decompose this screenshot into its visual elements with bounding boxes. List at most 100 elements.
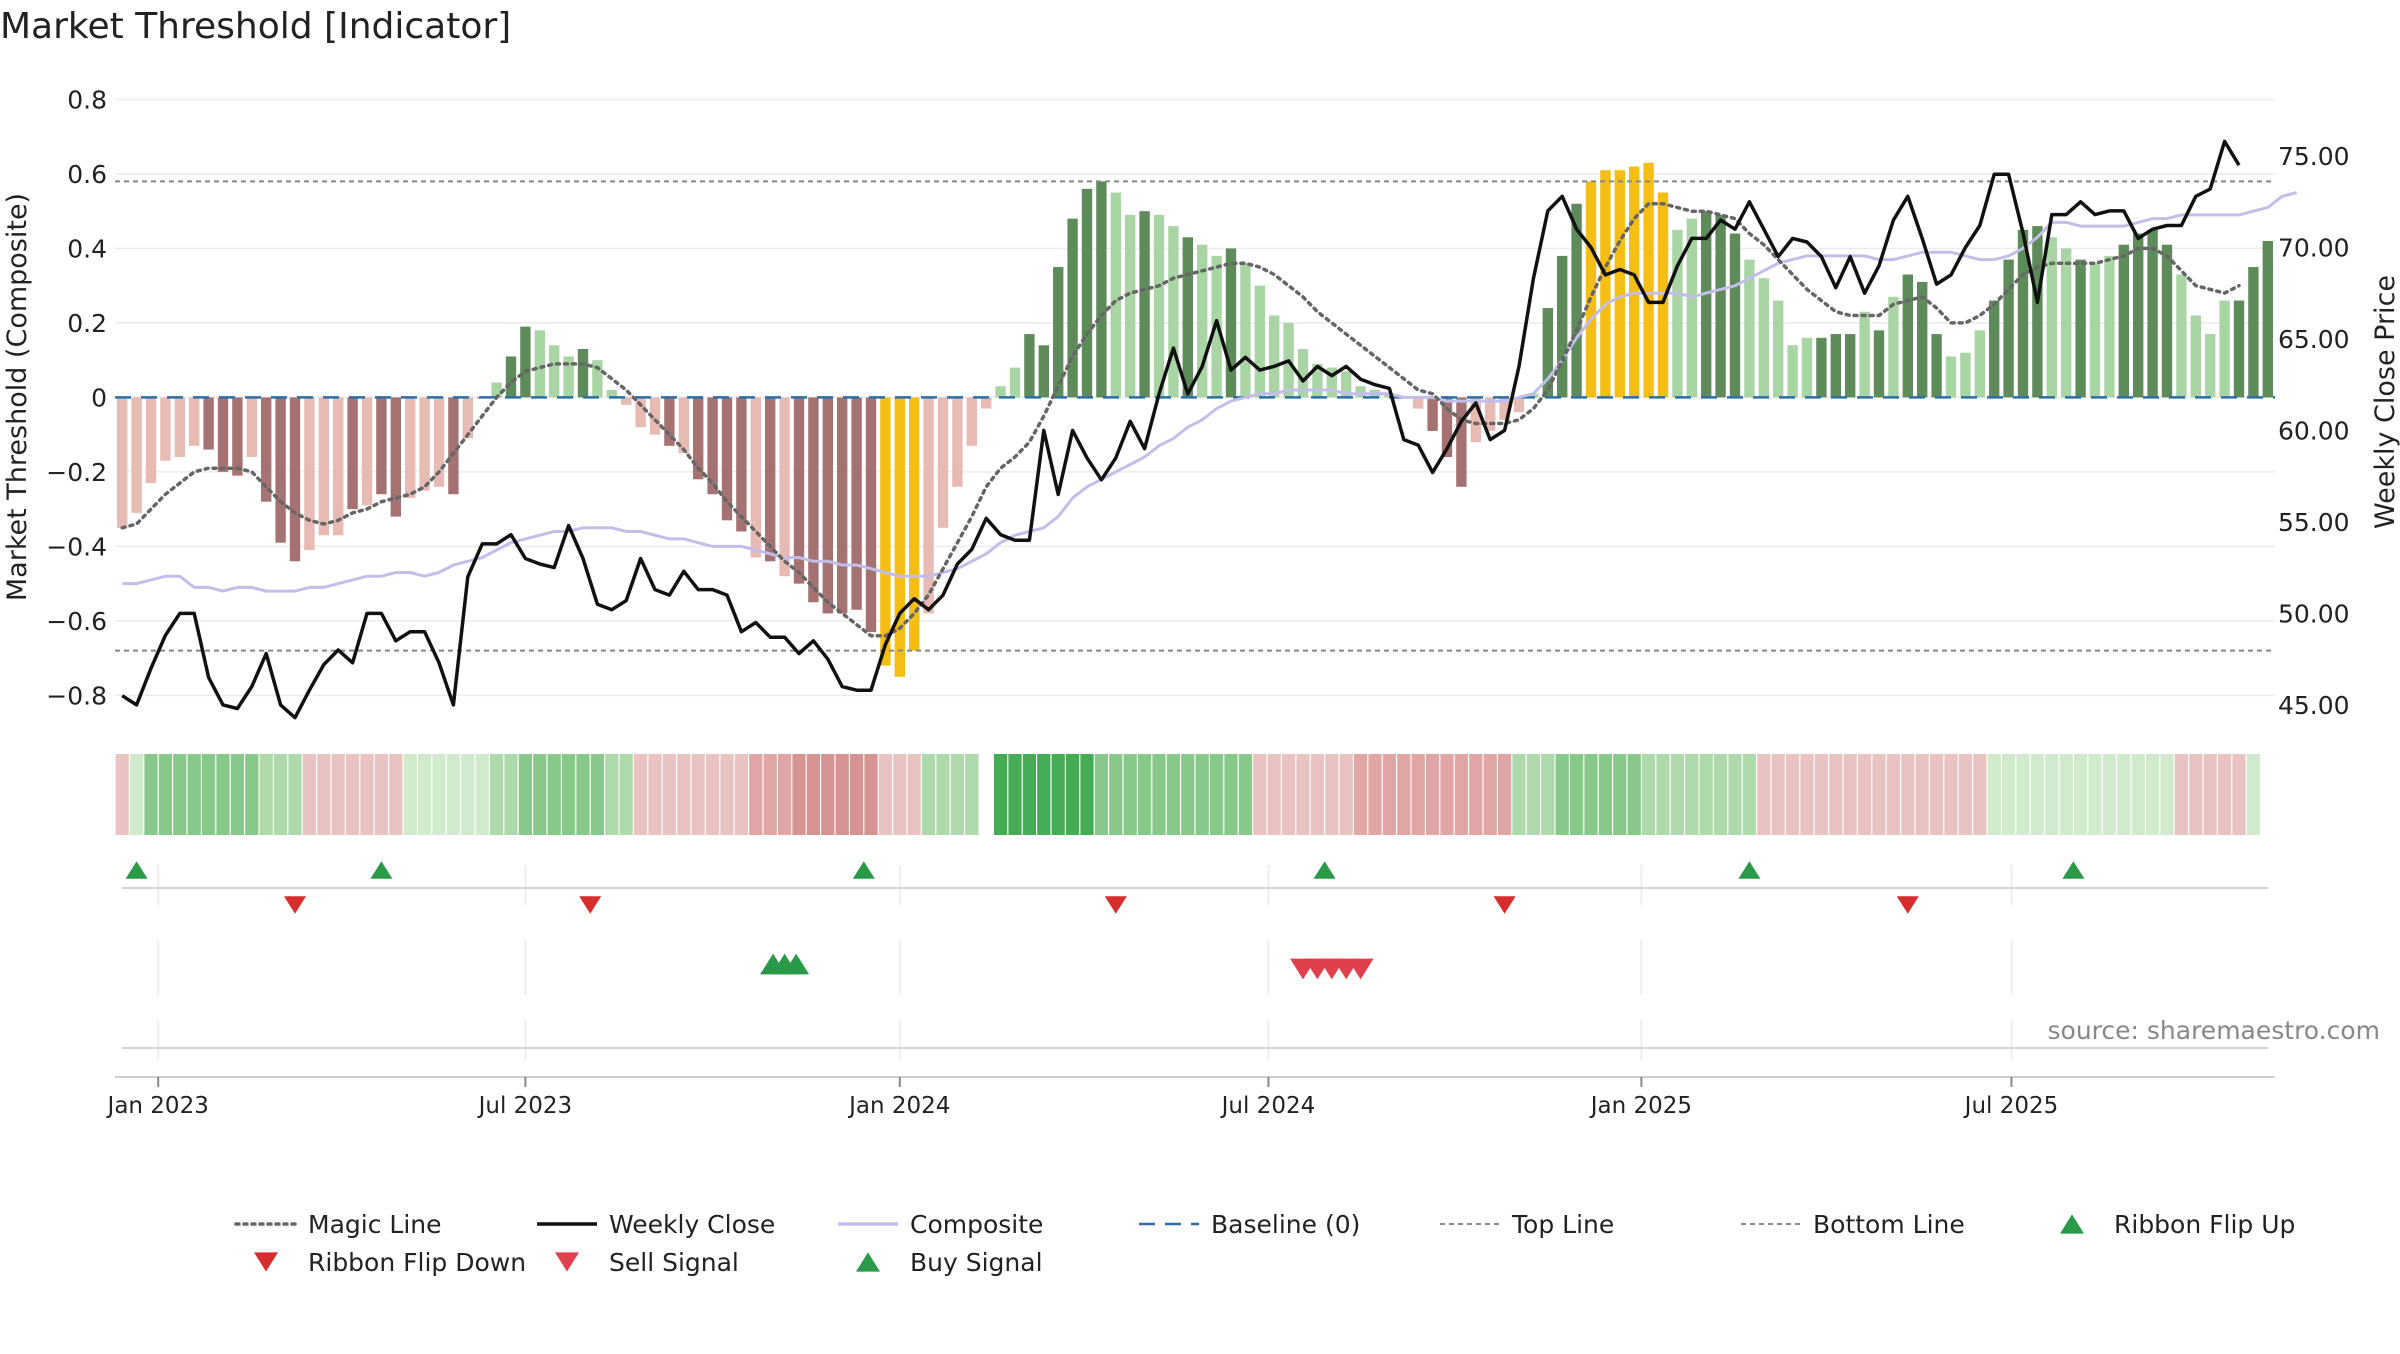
ribbon-cell xyxy=(1296,754,1310,835)
legend-label: Bottom Line xyxy=(1813,1210,1965,1239)
ribbon-cell xyxy=(979,754,993,835)
ribbon-flip-down-marker xyxy=(1896,896,1919,914)
ribbon-cell xyxy=(1008,754,1022,835)
composite-bar xyxy=(664,397,675,446)
ribbon-cell xyxy=(1224,754,1238,835)
legend-label: Sell Signal xyxy=(609,1248,739,1277)
legend-swatch xyxy=(555,1252,579,1272)
composite-bar xyxy=(2089,263,2101,398)
ribbon-cell xyxy=(605,754,619,835)
y2-tick-label: 65.00 xyxy=(2278,325,2350,354)
ribbon-cell xyxy=(1670,754,1685,835)
composite-bar xyxy=(837,397,848,614)
x-tick-label: Jan 2025 xyxy=(1589,1093,1692,1119)
ribbon-cell xyxy=(936,754,950,835)
ribbon-cell xyxy=(1411,754,1425,835)
composite-bar xyxy=(2205,334,2216,398)
legend: Magic Line Weekly Close Composite Baseline … xyxy=(234,1210,2295,1277)
composite-bar xyxy=(1989,300,2000,398)
y2-tick-label: 70.00 xyxy=(2278,234,2350,263)
composite-bar xyxy=(361,397,373,506)
sell-signal-marker xyxy=(1347,958,1374,980)
composite-bar xyxy=(2233,300,2245,398)
composite-bar xyxy=(721,397,733,521)
composite-bar xyxy=(246,397,257,458)
ribbon-cell xyxy=(1137,754,1152,835)
composite-bar xyxy=(1701,211,1712,398)
legend-item: Top Line xyxy=(1440,1210,1614,1239)
ribbon-cell xyxy=(1872,754,1886,835)
composite-bar xyxy=(995,386,1006,398)
ribbon-cell xyxy=(1181,754,1195,835)
ribbon-cell xyxy=(547,754,561,835)
composite-bar xyxy=(1873,330,1885,398)
ribbon-cell xyxy=(662,754,677,835)
composite-bar xyxy=(1254,285,1265,398)
ribbon-cell xyxy=(763,754,777,835)
composite-bar xyxy=(1341,371,1352,398)
ribbon-cell xyxy=(1901,754,1915,835)
ribbon-cell xyxy=(777,754,792,835)
composite-bar xyxy=(2262,240,2273,398)
ribbon-cell xyxy=(1800,754,1814,835)
composite-bar xyxy=(2075,259,2086,398)
composite-bar xyxy=(563,356,574,398)
composite-bar xyxy=(1427,397,1438,431)
ribbon-cell xyxy=(993,754,1008,835)
ribbon-cell xyxy=(1166,754,1181,835)
composite-bar xyxy=(304,397,315,551)
composite-bar xyxy=(189,397,200,446)
y-tick-label: −0.2 xyxy=(46,458,107,487)
ribbon-cell xyxy=(144,754,158,835)
composite-bar xyxy=(1571,203,1582,398)
ribbon-cell xyxy=(1598,754,1613,835)
ribbon-cell xyxy=(1339,754,1353,835)
composite-bar xyxy=(1528,393,1539,398)
x-tick-label: Jan 2023 xyxy=(106,1093,209,1119)
ribbon-cell xyxy=(446,754,461,835)
composite-bar xyxy=(592,360,603,398)
composite-bar xyxy=(1297,348,1309,398)
composite-bar xyxy=(2176,274,2187,398)
ribbon-cell xyxy=(633,754,648,835)
composite-bar xyxy=(2133,233,2144,398)
legend-item: Ribbon Flip Down xyxy=(254,1248,526,1277)
ribbon-cell xyxy=(1843,754,1857,835)
ribbon-cell xyxy=(1713,754,1728,835)
composite-bar xyxy=(1816,337,1827,398)
composite-bar xyxy=(1456,397,1467,487)
ribbon-cell xyxy=(1238,754,1253,835)
ribbon-cell xyxy=(201,754,216,835)
composite-bar xyxy=(376,397,387,495)
composite-bar xyxy=(952,397,963,487)
ribbon-cell xyxy=(504,754,518,835)
ribbon-cell xyxy=(619,754,633,835)
ribbon-cell xyxy=(576,754,590,835)
composite-bar xyxy=(462,397,473,439)
ribbon-cell xyxy=(806,754,821,835)
ribbon-cell xyxy=(489,754,504,835)
composite-bar xyxy=(405,397,416,498)
source-text: source: sharemaestro.com xyxy=(2048,1016,2381,1045)
composite-bar xyxy=(1384,393,1395,398)
composite-bar xyxy=(505,356,517,398)
composite-bar xyxy=(2190,315,2201,398)
ribbon-flip-panel xyxy=(122,861,2268,914)
legend-label: Buy Signal xyxy=(910,1248,1043,1277)
legend-label: Composite xyxy=(910,1210,1043,1239)
ribbon-cell xyxy=(849,754,864,835)
composite-bar xyxy=(909,397,920,651)
composite-bar xyxy=(419,397,430,491)
composite-bar xyxy=(1744,259,1755,398)
ribbon-cell xyxy=(1037,754,1051,835)
ribbon-cell xyxy=(734,754,749,835)
y-tick-label: 0 xyxy=(91,383,107,412)
composite-bar xyxy=(2248,267,2259,398)
x-tick-label: Jan 2024 xyxy=(847,1093,950,1119)
legend-item: Bottom Line xyxy=(1741,1210,1965,1239)
composite-bar xyxy=(131,397,142,513)
composite-bar xyxy=(1053,267,1064,398)
ribbon-cell xyxy=(331,754,345,835)
ribbon-flip-up-marker xyxy=(125,861,148,879)
